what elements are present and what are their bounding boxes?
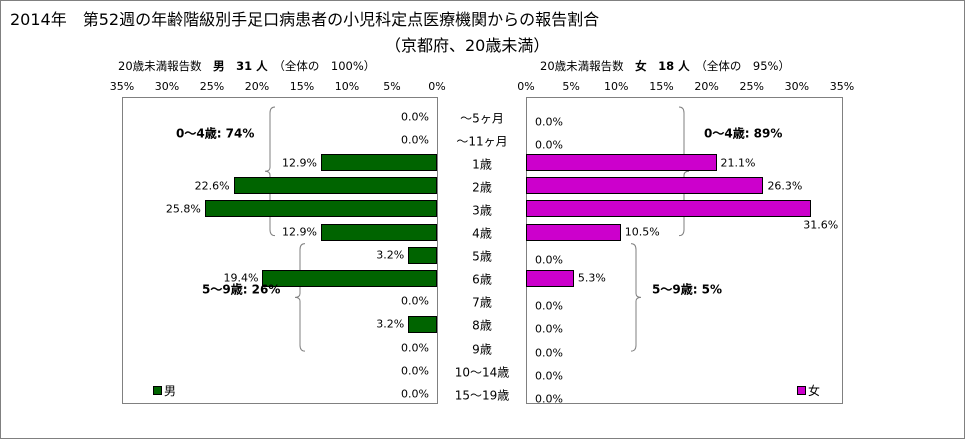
male-tick-label: 30%: [154, 80, 180, 93]
male-tick-label: 5%: [383, 80, 401, 93]
male-tick-label: 15%: [289, 80, 315, 93]
category-label: 2歳: [472, 180, 492, 195]
male-value-label: 0.0%: [401, 133, 429, 147]
male-header-count: 男 31 人: [213, 59, 268, 73]
male-tick-label: 20%: [244, 80, 270, 93]
category-label: 8歳: [472, 318, 492, 333]
male-bar: [408, 246, 437, 264]
female-value-label: 0.0%: [535, 369, 563, 383]
category-label: 1歳: [472, 157, 492, 172]
male-value-label: 3.2%: [376, 317, 405, 331]
female-legend: 女: [797, 382, 820, 399]
female-tick-label: 15%: [649, 80, 674, 93]
male-value-label: 0.0%: [401, 341, 429, 355]
female-tick-label: 35%: [829, 80, 855, 93]
male-value-label: 12.9%: [281, 156, 317, 170]
female-tick-label: 25%: [739, 80, 764, 93]
male-legend-label: 男: [164, 384, 177, 398]
female-plot-area: [526, 97, 843, 404]
male-plot-area: [122, 97, 438, 404]
category-label: 6歳: [472, 272, 492, 287]
female-bar: [526, 154, 717, 172]
male-bar: [408, 315, 437, 333]
female-value-label: 0.0%: [535, 392, 563, 406]
category-label: 10～14歳: [454, 365, 510, 380]
male-bar: [262, 269, 437, 287]
female-header-prefix: 20歳未満報告数: [540, 59, 624, 73]
male-bar: [233, 177, 437, 195]
female-bar: [526, 177, 764, 195]
male-legend: 男: [153, 382, 176, 399]
female-tick-label: 5%: [562, 80, 580, 93]
male-value-label: 19.4%: [223, 271, 259, 285]
female-legend-swatch: [797, 386, 806, 395]
category-label: 5歳: [472, 249, 492, 264]
female-value-label: 0.0%: [535, 115, 563, 129]
female-value-label: 5.3%: [577, 271, 606, 285]
male-pane-header: 20歳未満報告数 男 31 人 （全体の 100%）: [118, 58, 375, 74]
male-group-label-0-4: 0～4歳: 74%: [176, 126, 255, 141]
category-label: 15～19歳: [454, 388, 510, 403]
category-label: ～5ヶ月: [460, 111, 504, 126]
female-header-count: 女 18 人: [635, 59, 690, 73]
male-value-label: 0.0%: [401, 364, 429, 378]
female-value-label: 26.3%: [767, 179, 803, 193]
category-label: 9歳: [472, 342, 492, 357]
category-label: ～11ヶ月: [456, 134, 508, 149]
female-value-label: 31.6%: [803, 218, 839, 232]
male-header-share: （全体の 100%）: [279, 59, 376, 73]
female-value-label: 10.5%: [624, 225, 660, 239]
male-value-label: 3.2%: [376, 248, 405, 262]
category-label: 4歳: [472, 226, 492, 241]
male-legend-swatch: [153, 386, 162, 395]
male-tick-label: 0%: [428, 80, 446, 93]
female-header-share: （全体の 95%）: [701, 59, 790, 73]
category-label: 7歳: [472, 295, 492, 310]
female-value-label: 0.0%: [535, 346, 563, 360]
female-value-label: 0.0%: [535, 322, 563, 336]
male-value-label: 0.0%: [401, 387, 429, 401]
female-value-label: 0.0%: [535, 299, 563, 313]
male-bar: [320, 154, 437, 172]
male-value-label: 0.0%: [401, 110, 429, 124]
male-group-label-5-9: 5～9歳: 26%: [202, 282, 281, 297]
male-tick-label: 25%: [199, 80, 225, 93]
male-bar: [320, 223, 437, 241]
female-tick-label: 30%: [784, 80, 810, 93]
female-bar: [526, 223, 621, 241]
female-tick-label: 10%: [604, 80, 629, 93]
female-tick-label: 20%: [694, 80, 719, 93]
male-value-label: 12.9%: [281, 225, 317, 239]
female-bar: [526, 269, 574, 287]
male-header-prefix: 20歳未満報告数: [118, 59, 202, 73]
category-label: 3歳: [472, 203, 492, 218]
female-tick-label: 0%: [517, 80, 535, 93]
female-value-label: 0.0%: [535, 253, 563, 267]
female-pane-header: 20歳未満報告数 女 18 人 （全体の 95%）: [540, 58, 790, 74]
female-group-label-0-4: 0～4歳: 89%: [704, 126, 783, 141]
male-value-label: 0.0%: [401, 294, 429, 308]
chart-subtitle: （京都府、20歳未満）: [385, 36, 550, 55]
chart-title: 2014年 第52週の年齢階級別手足口病患者の小児科定点医療機関からの報告割合: [10, 10, 600, 29]
female-value-label: 21.1%: [720, 156, 756, 170]
female-value-label: 0.0%: [535, 138, 563, 152]
female-legend-label: 女: [808, 384, 821, 398]
male-value-label: 22.6%: [194, 179, 230, 193]
male-tick-label: 10%: [334, 80, 360, 93]
male-bar: [204, 200, 437, 218]
male-tick-label: 35%: [109, 80, 135, 93]
female-group-label-5-9: 5～9歳: 5%: [652, 282, 723, 297]
male-value-label: 25.8%: [165, 202, 201, 216]
female-bar: [526, 200, 812, 218]
